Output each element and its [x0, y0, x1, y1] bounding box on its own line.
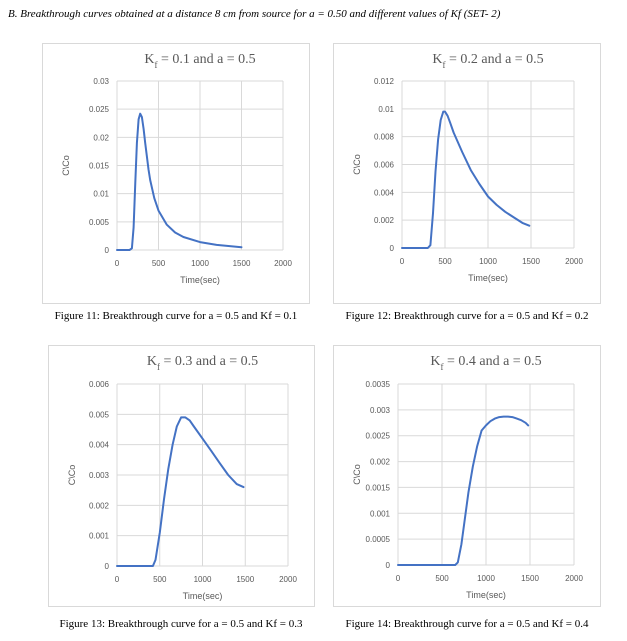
y-tick-label: 0.03	[93, 77, 109, 86]
x-tick-label: 1000	[479, 257, 497, 266]
x-tick-label: 500	[435, 574, 449, 583]
y-tick-label: 0.015	[89, 162, 110, 171]
y-tick-label: 0.01	[93, 190, 109, 199]
series-line	[116, 112, 243, 251]
x-axis-title: Time(sec)	[183, 591, 223, 601]
x-tick-label: 0	[400, 257, 405, 266]
figure-11-caption: Figure 11: Breakthrough curve for a = 0.…	[54, 310, 298, 322]
chart-svg: Kf = 0.4 and a = 0.5 0 0.0005 0.001 0.0015 0.…	[352, 354, 583, 600]
chart-title: Kf = 0.4 and a = 0.5	[430, 354, 541, 372]
y-tick-label: 0	[105, 562, 110, 571]
y-tick-label: 0.005	[89, 410, 110, 419]
y-tick-label: 0.0015	[366, 483, 391, 492]
y-axis-title: C\Co	[61, 155, 71, 176]
section-heading: B. Breakthrough curves obtained at a dis…	[8, 8, 501, 20]
chart-panel-kf-0-3: Kf = 0.3 and a = 0.5 0 0.001 0.002 0.003 0.00…	[48, 345, 315, 607]
y-tick-label: 0.0005	[366, 535, 391, 544]
x-tick-label: 2000	[279, 575, 297, 584]
chart-title: Kf = 0.3 and a = 0.5	[147, 354, 258, 372]
y-tick-label: 0.006	[374, 161, 395, 170]
x-tick-label: 1500	[236, 575, 254, 584]
series-line	[401, 110, 531, 249]
x-tick-label: 0	[115, 259, 120, 268]
x-tick-label: 0	[396, 574, 401, 583]
y-tick-label: 0.01	[378, 105, 394, 114]
y-axis-title: C\Co	[67, 465, 77, 486]
y-tick-label: 0.0025	[366, 432, 391, 441]
y-tick-label: 0.02	[93, 133, 109, 142]
x-tick-label: 2000	[274, 259, 292, 268]
chart-title: Kf = 0.2 and a = 0.5	[432, 52, 543, 70]
x-tick-label: 500	[152, 259, 166, 268]
x-tick-label: 1000	[477, 574, 495, 583]
y-tick-label: 0.003	[370, 406, 391, 415]
figure-13-caption: Figure 13: Breakthrough curve for a = 0.…	[59, 618, 303, 630]
x-tick-label: 1500	[521, 574, 539, 583]
x-tick-label: 1500	[233, 259, 251, 268]
x-tick-label: 2000	[565, 257, 583, 266]
x-axis-title: Time(sec)	[466, 590, 506, 600]
y-axis-title: C\Co	[352, 154, 362, 175]
y-tick-label: 0	[105, 246, 110, 255]
x-tick-label: 1500	[522, 257, 540, 266]
figure-14-caption: Figure 14: Breakthrough curve for a = 0.…	[345, 618, 589, 630]
x-tick-label: 500	[438, 257, 452, 266]
x-axis-title: Time(sec)	[468, 273, 508, 283]
y-tick-label: 0.005	[89, 218, 110, 227]
series-line	[397, 415, 530, 566]
figure-12-caption: Figure 12: Breakthrough curve for a = 0.…	[345, 310, 589, 322]
chart-svg: Kf = 0.2 and a = 0.5 0 0.002 0.004 0.006 0.00…	[352, 52, 583, 283]
y-tick-label: 0.008	[374, 133, 395, 142]
x-tick-label: 500	[153, 575, 167, 584]
y-tick-label: 0.0035	[366, 380, 391, 389]
y-tick-label: 0.006	[89, 380, 110, 389]
x-tick-label: 1000	[194, 575, 212, 584]
y-tick-label: 0.002	[370, 458, 391, 467]
series-line	[116, 416, 245, 567]
y-tick-label: 0.004	[374, 188, 395, 197]
y-tick-label: 0.001	[89, 532, 110, 541]
y-tick-label: 0.001	[370, 509, 391, 518]
chart-panel-kf-0-1: Kf = 0.1 and a = 0.5 0 0.005 0.01 0.015 0.02 0…	[42, 43, 310, 304]
chart-panel-kf-0-2: Kf = 0.2 and a = 0.5 0 0.002 0.004 0.006 0.00…	[333, 43, 601, 304]
y-axis-title: C\Co	[352, 464, 362, 485]
chart-svg: Kf = 0.1 and a = 0.5 0 0.005 0.01 0.015 0.02 0…	[61, 52, 292, 285]
x-tick-label: 0	[115, 575, 120, 584]
y-tick-label: 0	[390, 244, 395, 253]
x-tick-label: 1000	[191, 259, 209, 268]
x-axis-title: Time(sec)	[180, 275, 220, 285]
y-tick-label: 0.004	[89, 441, 110, 450]
chart-title: Kf = 0.1 and a = 0.5	[144, 52, 255, 70]
x-tick-label: 2000	[565, 574, 583, 583]
y-tick-label: 0.012	[374, 77, 395, 86]
y-tick-label: 0.002	[89, 501, 110, 510]
y-tick-label: 0.025	[89, 105, 110, 114]
chart-svg: Kf = 0.3 and a = 0.5 0 0.001 0.002 0.003 0.00…	[67, 354, 297, 601]
y-tick-label: 0.003	[89, 471, 110, 480]
y-tick-label: 0	[386, 561, 391, 570]
chart-panel-kf-0-4: Kf = 0.4 and a = 0.5 0 0.0005 0.001 0.0015 0.…	[333, 345, 601, 607]
y-tick-label: 0.002	[374, 216, 395, 225]
